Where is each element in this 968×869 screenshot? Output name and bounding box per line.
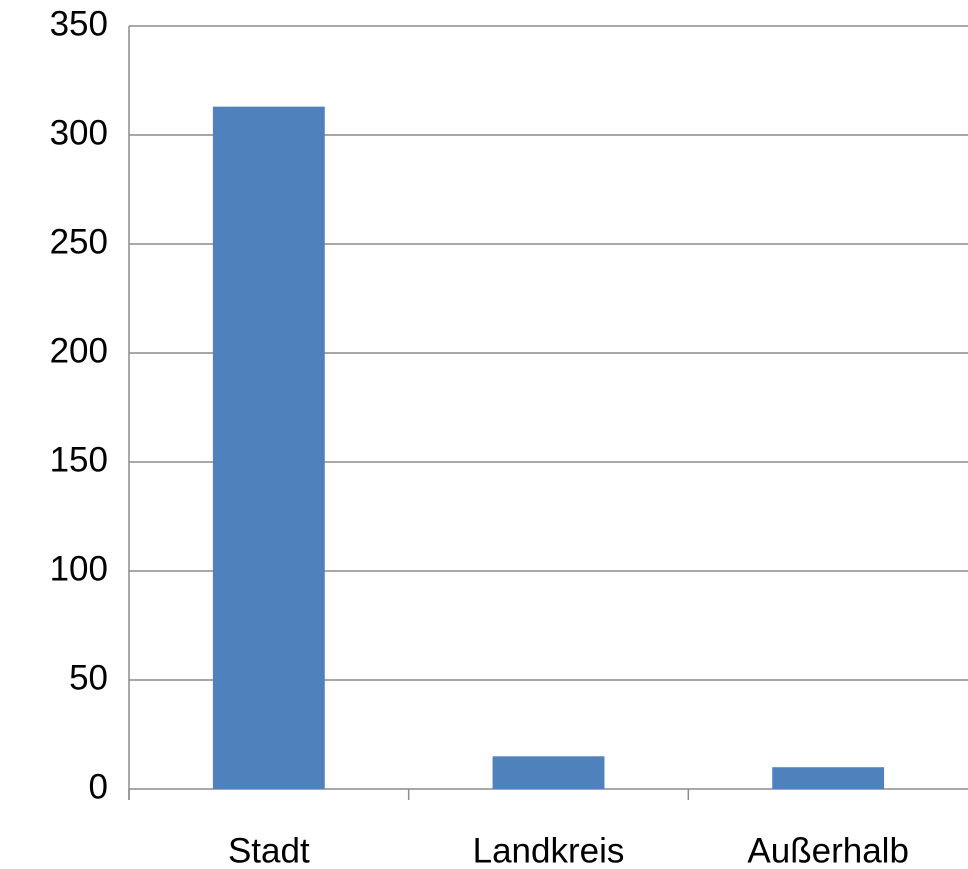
- x-tick-label: Außerhalb: [747, 831, 908, 869]
- y-tick-label: 250: [50, 222, 108, 261]
- bar: [772, 767, 885, 789]
- y-tick-label: 0: [89, 767, 108, 806]
- bar: [212, 106, 325, 789]
- y-tick-label: 150: [50, 440, 108, 479]
- y-tick-label: 350: [50, 4, 108, 43]
- x-tick-label: Stadt: [228, 831, 310, 869]
- y-tick-label: 200: [50, 331, 108, 370]
- x-tick-label: Landkreis: [473, 831, 625, 869]
- bar: [492, 756, 605, 789]
- y-tick-label: 100: [50, 549, 108, 588]
- y-tick-label: 50: [69, 658, 108, 697]
- y-tick-label: 300: [50, 113, 108, 152]
